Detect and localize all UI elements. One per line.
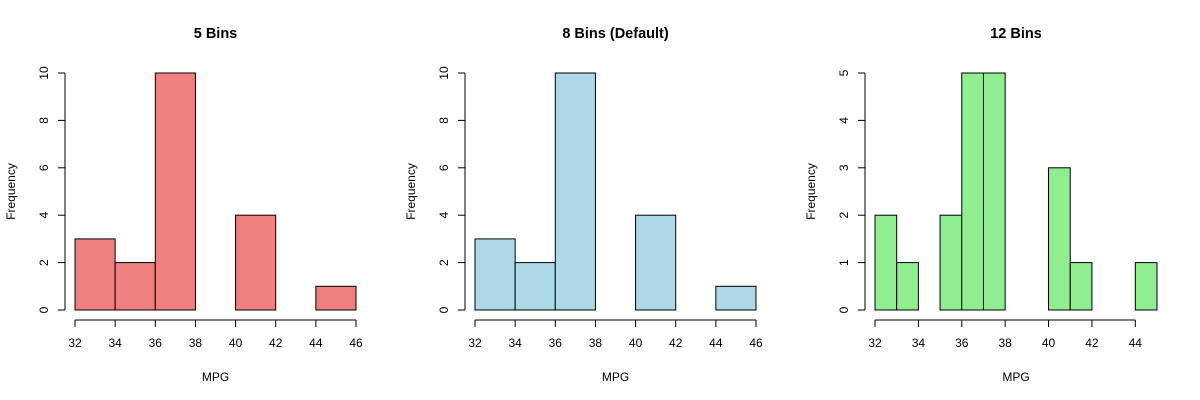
histogram-bar xyxy=(896,262,919,311)
histogram-bar xyxy=(554,72,596,311)
histogram-bar xyxy=(939,214,963,311)
x-tick-label: 36 xyxy=(149,336,163,350)
x-tick-label: 46 xyxy=(349,336,363,350)
x-axis-label: MPG xyxy=(602,370,629,384)
x-axis-label: MPG xyxy=(202,370,229,384)
x-tick-label: 40 xyxy=(1042,336,1056,350)
histogram-bar xyxy=(315,285,357,311)
histogram-panel-2: 8 Bins (Default)32 34 36 38 40 42 44 460246810M… xyxy=(404,26,763,384)
x-tick-label: 46 xyxy=(749,336,763,350)
y-tick-label: 5 xyxy=(837,69,851,76)
x-tick-label: 42 xyxy=(669,336,683,350)
y-tick-label: 4 xyxy=(37,212,51,219)
y-tick-label: 0 xyxy=(37,306,51,313)
chart-title: 5 Bins xyxy=(194,26,238,42)
y-tick-label: 10 xyxy=(437,66,451,80)
x-tick-label: 34 xyxy=(912,336,926,350)
chart-title: 12 Bins xyxy=(990,26,1042,42)
histogram-bar xyxy=(1048,167,1071,311)
x-tick-label: 36 xyxy=(549,336,563,350)
histogram-bar xyxy=(235,214,277,311)
x-tick-label: 42 xyxy=(269,336,283,350)
histogram-bar xyxy=(874,214,898,311)
y-tick-label: 0 xyxy=(437,306,451,313)
x-tick-label: 38 xyxy=(589,336,603,350)
y-axis-label: Frequency xyxy=(404,163,418,220)
histogram-bar xyxy=(1134,262,1158,311)
histogram-bar xyxy=(74,238,116,311)
x-tick-label: 40 xyxy=(229,336,243,350)
y-axis-label: Frequency xyxy=(804,163,818,220)
x-tick-label: 44 xyxy=(709,336,723,350)
y-tick-label: 8 xyxy=(37,117,51,124)
x-tick-label: 32 xyxy=(868,336,882,350)
x-tick-label: 36 xyxy=(955,336,969,350)
histogram-bar xyxy=(715,285,757,311)
y-tick-label: 10 xyxy=(37,66,51,80)
y-axis-label: Frequency xyxy=(4,163,18,220)
y-tick-label: 2 xyxy=(437,259,451,266)
y-tick-label: 0 xyxy=(837,306,851,313)
x-tick-label: 40 xyxy=(629,336,643,350)
chart-title: 8 Bins (Default) xyxy=(562,26,669,42)
y-tick-label: 6 xyxy=(437,164,451,171)
y-tick-label: 1 xyxy=(837,259,851,266)
y-tick-label: 2 xyxy=(37,259,51,266)
x-tick-label: 38 xyxy=(998,336,1012,350)
y-tick-label: 4 xyxy=(437,212,451,219)
x-tick-label: 32 xyxy=(68,336,82,350)
x-tick-label: 42 xyxy=(1085,336,1099,350)
histogram-bar xyxy=(514,262,556,311)
histogram-bar xyxy=(961,72,984,311)
histogram-bar xyxy=(982,72,1006,311)
histogram-bar xyxy=(114,262,156,311)
x-tick-label: 44 xyxy=(1129,336,1143,350)
histogram-bar xyxy=(154,72,196,311)
x-axis-label: MPG xyxy=(1002,370,1029,384)
y-tick-label: 3 xyxy=(837,164,851,171)
y-tick-label: 6 xyxy=(37,164,51,171)
y-tick-label: 4 xyxy=(837,117,851,124)
histogram-bar xyxy=(635,214,677,311)
x-tick-label: 34 xyxy=(508,336,522,350)
x-tick-label: 32 xyxy=(468,336,482,350)
x-tick-label: 34 xyxy=(108,336,122,350)
y-tick-label: 2 xyxy=(837,212,851,219)
x-tick-label: 38 xyxy=(189,336,203,350)
x-tick-label: 44 xyxy=(309,336,323,350)
histogram-bar xyxy=(474,238,516,311)
y-tick-label: 8 xyxy=(437,117,451,124)
histogram-bar xyxy=(1069,262,1093,311)
